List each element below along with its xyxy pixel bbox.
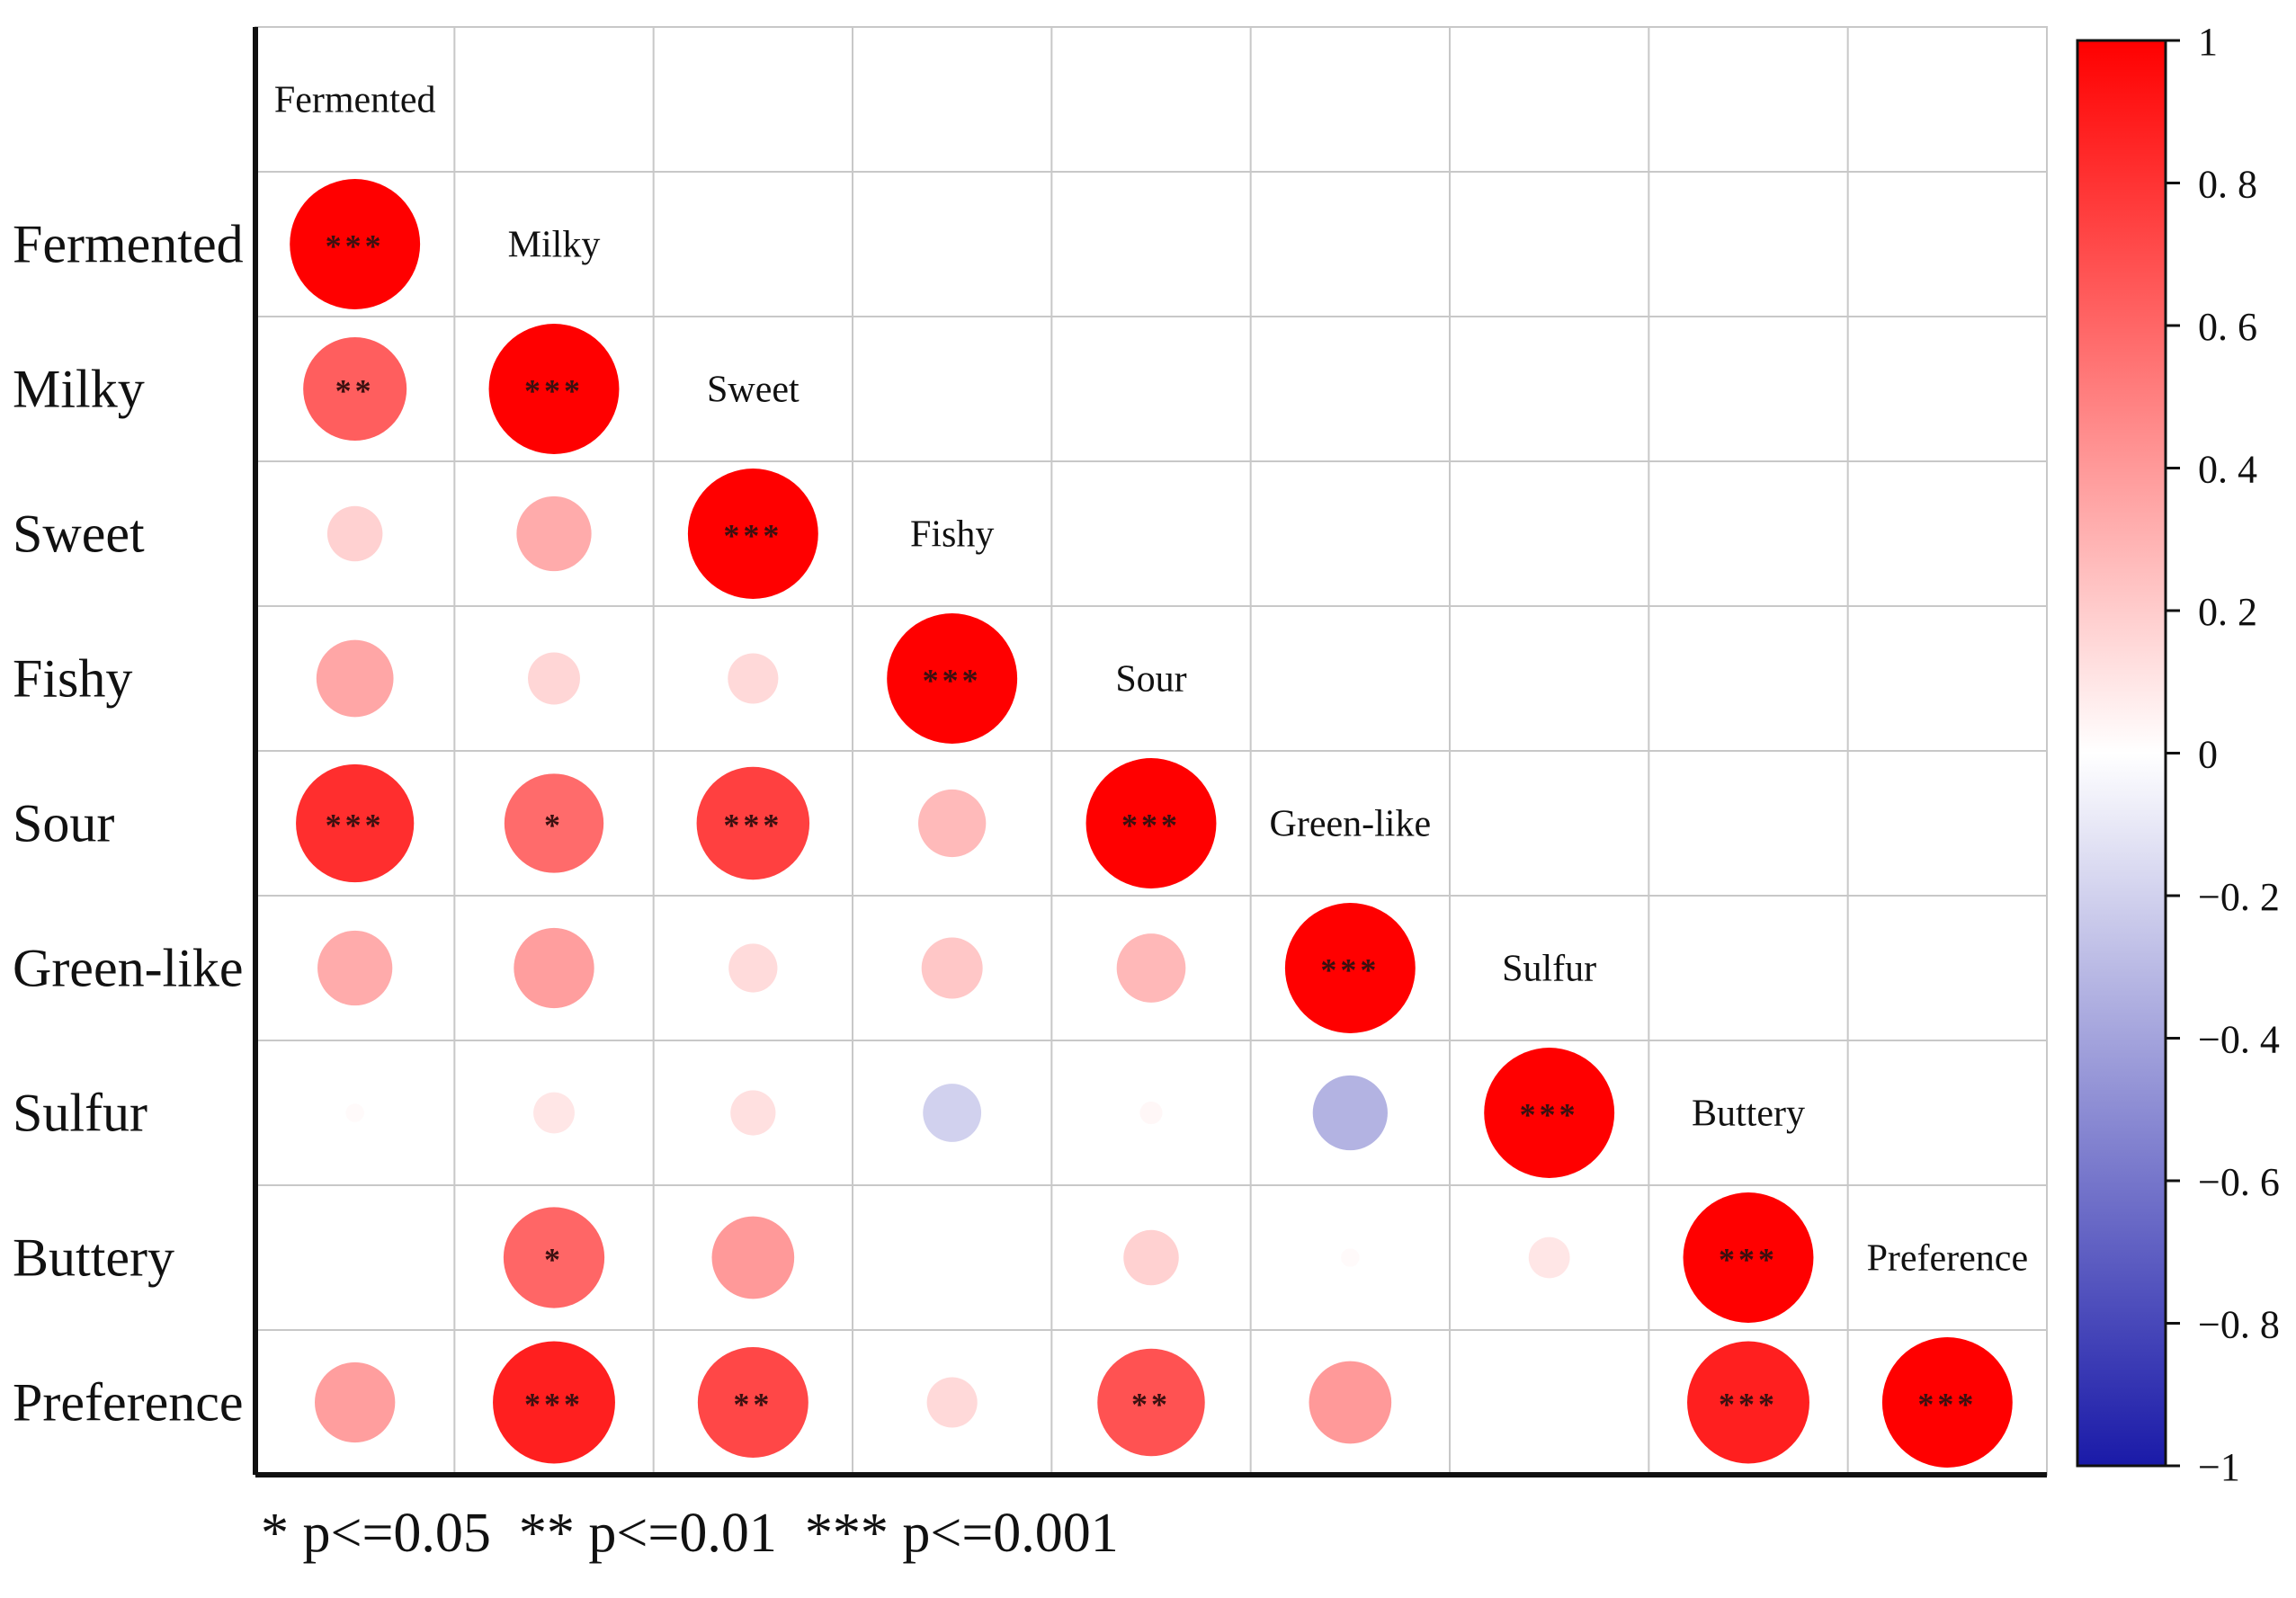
correlation-circle	[1687, 1341, 1809, 1464]
correlation-circle	[1341, 1248, 1360, 1267]
colorbar-tick-label: 0. 8	[2198, 163, 2257, 207]
row-label: Milky	[13, 360, 145, 419]
row-label: Fishy	[13, 649, 132, 709]
significance-marker: ***	[1719, 1242, 1778, 1278]
significance-marker: ***	[1917, 1387, 1977, 1423]
colorbar-gradient	[2076, 39, 2167, 1468]
correlation-circle	[493, 1341, 615, 1464]
colorbar-tick-label: −1	[2198, 1445, 2240, 1489]
correlation-circle	[918, 789, 987, 858]
correlation-circle	[1139, 1101, 1163, 1125]
correlation-cells: ***** ************ * *** ********** ****** ** *…	[290, 179, 2013, 1468]
significance-marker: *	[544, 808, 564, 844]
diagonal-label: Preference	[1867, 1238, 2029, 1280]
diagonal-label: Sour	[1115, 659, 1186, 701]
correlation-circle	[923, 1084, 982, 1142]
correlation-circle	[1528, 1236, 1570, 1279]
diagonal-label: Green-like	[1270, 804, 1432, 845]
correlation-circle	[728, 653, 779, 704]
correlation-circle	[696, 766, 810, 880]
correlation-circle	[1116, 933, 1186, 1003]
significance-marker: **	[733, 1387, 773, 1423]
correlation-circle	[316, 639, 394, 718]
row-label: Buttery	[13, 1228, 174, 1288]
diagonal-label: Fermented	[274, 80, 436, 121]
correlation-circle	[488, 324, 620, 454]
colorbar-tick-label: 0. 4	[2198, 448, 2257, 492]
significance-marker: ***	[723, 518, 782, 554]
correlation-circle	[1881, 1337, 2013, 1468]
row-label: Sour	[13, 794, 114, 853]
row-label: Sulfur	[13, 1084, 147, 1143]
correlation-circle	[516, 495, 592, 572]
colorbar-tick-label: 0. 2	[2198, 590, 2257, 634]
row-label: Sweet	[13, 504, 145, 564]
significance-marker: ***	[1121, 808, 1181, 844]
row-label: Fermented	[13, 215, 244, 274]
correlation-circle	[728, 943, 778, 993]
colorbar-tick-label: 1	[2198, 20, 2218, 64]
significance-marker: ***	[524, 1387, 584, 1423]
diagonal-label: Buttery	[1692, 1094, 1805, 1135]
correlation-circle	[317, 930, 393, 1006]
diagonal-label: Fishy	[910, 514, 994, 556]
significance-marker: ***	[1719, 1387, 1778, 1423]
correlation-circle	[1097, 1348, 1205, 1457]
correlation-circle	[503, 1207, 605, 1308]
correlation-circle	[730, 1090, 776, 1136]
significance-marker: ***	[326, 808, 385, 844]
colorbar-tick-label: 0. 6	[2198, 305, 2257, 349]
significance-marker: ***	[1520, 1097, 1579, 1133]
correlation-circle	[697, 1347, 809, 1458]
correlation-circle	[887, 613, 1018, 744]
correlation-circle	[921, 937, 983, 999]
colorbar-tick-label: 0	[2198, 733, 2218, 777]
correlation-circle	[296, 763, 415, 883]
significance-marker: **	[1131, 1387, 1171, 1423]
variable-labels: Fermented Fermented Milky Milky Sweet Sweet Fi…	[13, 80, 2028, 1433]
row-label: Preference	[13, 1373, 243, 1433]
correlation-circle	[345, 1103, 364, 1122]
significance-marker: ***	[524, 373, 584, 409]
colorbar-tick-label: −0. 8	[2198, 1303, 2280, 1347]
correlation-circle	[514, 927, 594, 1009]
correlation-circle	[1309, 1361, 1392, 1444]
correlation-circle	[528, 652, 580, 705]
significance-marker: ***	[923, 663, 982, 699]
significance-marker: ***	[723, 808, 782, 844]
correlation-circle	[926, 1377, 978, 1428]
correlation-circle	[315, 1361, 396, 1443]
colorbar-tick-label: −0. 6	[2198, 1160, 2280, 1204]
colorbar-tick-label: −0. 4	[2198, 1018, 2280, 1062]
diagonal-label: Sulfur	[1502, 949, 1596, 990]
correlation-circle	[1123, 1229, 1179, 1286]
correlation-circle	[1085, 758, 1217, 888]
significance-marker: **	[335, 373, 375, 409]
diagonal-label: Milky	[508, 225, 601, 266]
correlation-circle	[1284, 903, 1416, 1033]
correlation-circle	[504, 773, 604, 873]
row-label: Green-like	[13, 939, 244, 998]
significance-marker: ***	[1320, 952, 1380, 988]
significance-marker: *	[544, 1242, 564, 1278]
correlation-circle	[303, 336, 407, 442]
correlation-circle	[711, 1216, 795, 1299]
grid-lines	[253, 26, 2048, 1477]
colorbar: 1 0. 8 0. 6 0. 4 0. 2 0 −0. 2 −0. 4 −0. 6 −0. 8 −1	[2076, 20, 2280, 1489]
correlation-circle	[533, 1092, 575, 1134]
correlation-circle	[687, 469, 818, 599]
correlation-circle	[1683, 1192, 1814, 1323]
correlation-circle	[326, 505, 383, 562]
significance-note: * p<=0.05 ** p<=0.01 *** p<=0.001	[261, 1503, 1119, 1564]
significance-marker: ***	[326, 228, 385, 264]
correlation-circle	[1484, 1048, 1615, 1178]
diagonal-label: Sweet	[707, 370, 800, 411]
correlation-circle	[1312, 1075, 1388, 1151]
colorbar-tick-label: −0. 2	[2198, 875, 2280, 919]
correlation-circle	[290, 179, 421, 309]
